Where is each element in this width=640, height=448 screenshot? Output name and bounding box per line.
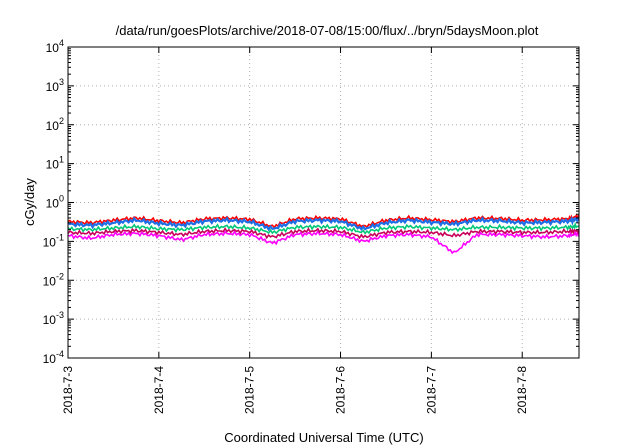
x-axis-label: Coordinated Universal Time (UTC): [224, 430, 423, 445]
y-tick-label: 104: [46, 38, 64, 55]
series-line: [67, 213, 580, 229]
series-line: [67, 221, 580, 235]
plot-lines: [67, 213, 580, 255]
y-tick-label: 10-2: [43, 271, 64, 288]
series-line: [67, 229, 580, 255]
x-tick-label: 2018-7-5: [243, 366, 257, 414]
y-tick-label: 10-4: [43, 349, 64, 366]
x-axis-tick-labels: 2018-7-3 2018-7-4 2018-7-5 2018-7-6 2018-7-7…: [61, 366, 529, 414]
y-tick-label: 102: [46, 116, 64, 133]
y-axis-label: cGy/day: [22, 178, 37, 226]
x-tick-label: 2018-7-7: [424, 366, 438, 414]
chart-title: /data/run/goesPlots/archive/2018-07-08/1…: [116, 23, 539, 38]
grid: [68, 47, 579, 358]
x-tick-label: 2018-7-8: [515, 366, 529, 414]
axis-ticks: [67, 46, 579, 359]
y-tick-label: 10-1: [43, 232, 64, 249]
y-tick-label: 101: [46, 155, 64, 172]
x-tick-label: 2018-7-3: [61, 366, 75, 414]
x-tick-label: 2018-7-6: [334, 366, 348, 414]
series-line: [67, 216, 580, 232]
y-axis-tick-labels: 10-4 10-3 10-2 10-1 100 101 102 103 104: [43, 38, 64, 366]
x-tick-label: 2018-7-4: [152, 366, 166, 414]
y-tick-label: 103: [46, 77, 64, 94]
series-line: [67, 227, 580, 240]
y-tick-label: 100: [46, 194, 64, 211]
y-tick-label: 10-3: [43, 310, 64, 327]
